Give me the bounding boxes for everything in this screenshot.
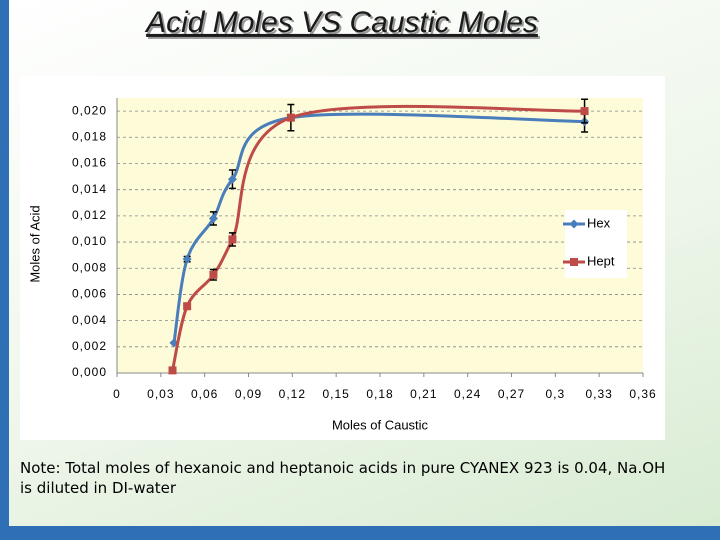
marker [286,113,295,122]
legend-marker [569,219,579,229]
y-tick-label: 0,002 [72,339,107,353]
marker [227,174,237,184]
marker [228,235,237,244]
x-tick-label: 0,06 [191,387,218,401]
y-tick-label: 0,004 [72,313,107,327]
x-tick-label: 0,09 [235,387,262,401]
x-tick-label: 0,03 [147,387,174,401]
marker [168,366,177,375]
legend-label: Hex [587,215,611,230]
y-tick-label: 0,018 [72,129,107,143]
chart-title: Acid Moles VS Caustic Moles [144,6,538,39]
x-tick-label: 0,36 [629,387,656,401]
note: Note: Total moles of hexanoic and heptan… [20,459,666,497]
legend-marker [570,258,578,266]
marker [209,270,218,279]
side-bar [0,0,9,540]
marker [183,302,192,311]
y-tick-label: 0,006 [72,287,107,301]
x-tick-label: 0,24 [454,387,481,401]
title-shadow: Acid Moles VS Caustic Moles [146,8,540,41]
x-tick-label: 0,3 [545,387,565,401]
x-tick-label: 0,15 [322,387,349,401]
marker [182,254,192,264]
x-axis-label: Moles of Caustic [332,417,429,432]
y-axis-label: Moles of Acid [27,205,42,282]
x-tick-label: 0,12 [279,387,306,401]
y-tick-label: 0,016 [72,156,107,170]
plot-area [117,98,643,373]
marker [208,213,218,223]
legend-label: Hept [587,253,615,268]
x-tick-label: 0,18 [366,387,393,401]
y-tick-label: 0,012 [72,208,107,222]
y-tick-label: 0,008 [72,260,107,274]
x-tick-label: 0,27 [498,387,525,401]
marker [580,107,589,116]
bottom-bar [0,526,720,540]
y-tick-label: 0,000 [72,365,107,379]
x-tick-label: 0,33 [585,387,612,401]
x-tick-label: 0,21 [410,387,437,401]
y-tick-label: 0,010 [72,234,107,248]
y-tick-label: 0,014 [72,182,107,196]
y-tick-label: 0,020 [72,103,107,117]
x-tick-label: 0 [113,387,121,401]
